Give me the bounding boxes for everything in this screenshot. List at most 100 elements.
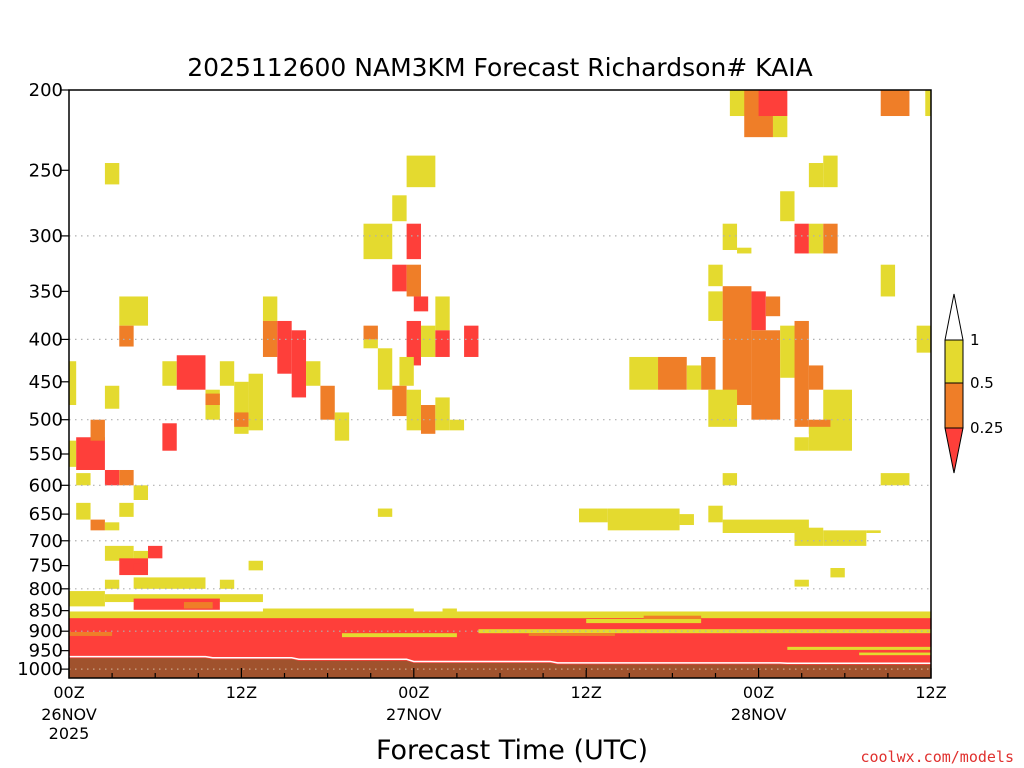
legend-bin — [944, 382, 964, 429]
legend-bin — [944, 339, 964, 384]
ri-cell — [708, 389, 738, 427]
y-tick-label: 800 — [29, 579, 63, 600]
ri-cell — [291, 330, 307, 398]
ri-cell — [607, 508, 680, 531]
x-tick-date: 27NOV — [386, 705, 442, 724]
ri-cell — [722, 473, 738, 486]
y-tick-label: 650 — [29, 504, 63, 525]
ri-cell — [464, 325, 479, 357]
x-tick-label: 00Z — [398, 683, 429, 702]
surface-line — [69, 655, 931, 665]
ri-cell — [234, 412, 249, 427]
y-tick-label: 350 — [29, 281, 63, 302]
ri-cell — [219, 579, 235, 589]
legend-level-label: 0.25 — [970, 419, 1003, 437]
ri-cell — [794, 320, 809, 427]
y-tick-label: 700 — [29, 531, 63, 552]
ri-cell — [866, 530, 881, 533]
ri-cell — [686, 365, 702, 390]
legend-level-label: 1 — [970, 331, 980, 349]
y-tick-label: 1000 — [17, 659, 63, 680]
ri-cell — [442, 608, 457, 612]
x-tick-label: 12Z — [915, 683, 946, 702]
ri-cell — [772, 116, 788, 138]
ri-cell — [794, 223, 809, 254]
x-tick-label: 12Z — [571, 683, 602, 702]
ri-cell — [579, 508, 608, 523]
ri-cell — [119, 502, 134, 517]
ri-cell — [104, 522, 120, 531]
legend-level-label: 0.5 — [970, 374, 994, 392]
ri-cell — [76, 437, 105, 470]
ri-cell — [104, 385, 120, 409]
ri-cell — [722, 286, 752, 406]
legend: 1 0.5 0.25 — [944, 293, 1003, 474]
ri-cell — [399, 356, 414, 386]
ri-cell — [765, 296, 781, 317]
ri-cell — [334, 412, 350, 441]
ri-cell — [758, 90, 788, 117]
ri-cell — [406, 264, 421, 297]
ri-cell — [69, 361, 77, 406]
ri-cell — [406, 155, 436, 188]
ri-cell — [162, 361, 177, 386]
ri-cell — [413, 296, 429, 312]
x-tick-date: 28NOV — [731, 705, 787, 724]
ri-cell — [420, 405, 436, 434]
ri-cell — [205, 393, 220, 406]
ri-cell — [90, 419, 105, 441]
chart-title: 2025112600 NAM3KM Forecast Richardson# K… — [187, 53, 812, 82]
ri-cell — [787, 646, 931, 650]
ri-cell — [363, 339, 378, 349]
ri-cell — [794, 527, 824, 546]
ri-cell — [176, 355, 206, 390]
y-tick-label: 600 — [29, 475, 63, 496]
ri-cell — [277, 320, 292, 374]
ri-cell — [248, 560, 263, 571]
ri-cell — [880, 264, 896, 297]
ri-cell — [808, 223, 824, 254]
ri-cell — [708, 264, 723, 287]
ri-cell — [104, 594, 263, 603]
ri-cell — [528, 633, 615, 636]
ri-cell — [701, 356, 716, 390]
legend-arrow-bottom — [944, 427, 964, 474]
ri-cell — [586, 619, 702, 624]
ri-cell — [148, 545, 163, 559]
ri-cell — [880, 90, 910, 117]
ri-cell — [69, 440, 77, 467]
ri-cell — [708, 505, 723, 523]
ri-cell — [392, 385, 407, 417]
ri-cell — [830, 567, 845, 578]
ri-cell — [823, 155, 838, 188]
x-tick-label: 12Z — [226, 683, 257, 702]
ri-cell — [262, 608, 414, 614]
ri-cell — [104, 545, 134, 561]
ri-cell — [133, 563, 149, 571]
ri-cell — [306, 361, 321, 386]
ri-cell — [392, 264, 407, 292]
ri-cell — [658, 356, 687, 390]
ri-cell — [363, 325, 378, 340]
ri-cell — [925, 90, 931, 117]
ri-cell — [751, 291, 766, 331]
ri-cell — [133, 598, 220, 610]
ri-cell — [435, 296, 450, 331]
ri-cell — [76, 502, 91, 520]
ri-cell — [737, 247, 752, 254]
x-tick-label: 00Z — [53, 683, 84, 702]
ri-cell — [435, 330, 450, 357]
ri-cell — [341, 633, 457, 638]
ri-cell — [406, 389, 421, 431]
ri-cell — [643, 615, 702, 620]
ri-cell — [859, 652, 931, 656]
ri-cell — [880, 473, 910, 486]
y-tick-label: 250 — [29, 160, 63, 181]
ri-cell — [183, 602, 213, 609]
ri-cell — [406, 320, 421, 366]
ri-cell — [794, 579, 809, 587]
y-tick-label: 550 — [29, 444, 63, 465]
ri-cell — [420, 325, 436, 357]
y-tick-label: 500 — [29, 410, 63, 431]
